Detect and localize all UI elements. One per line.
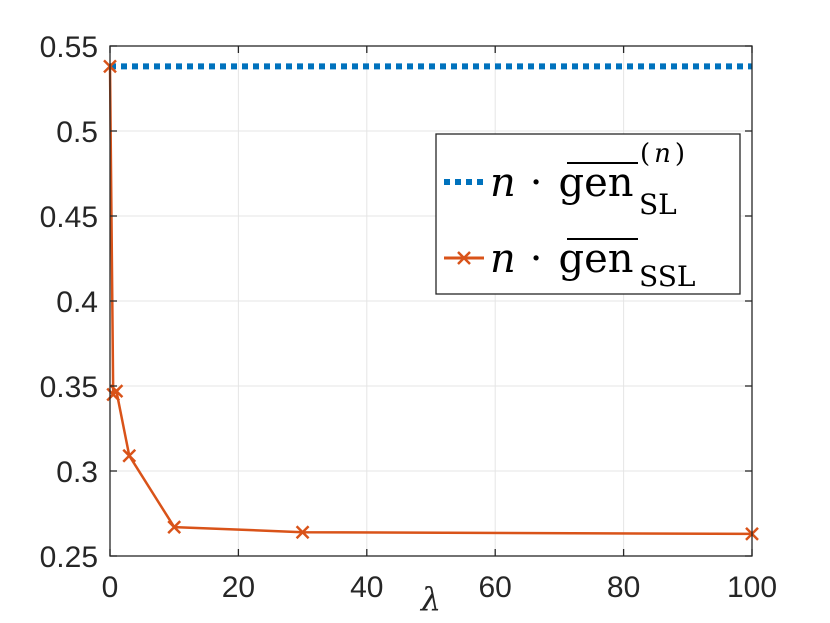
legend-sub-sl: SL [639, 188, 677, 221]
legend-sup-sl: ( n ) [640, 139, 685, 169]
x-axis-label: λ [419, 580, 441, 618]
x-tick-label: 80 [607, 571, 640, 604]
legend-label-sl: n · gen [490, 160, 634, 206]
y-tick-label: 0.5 [56, 116, 98, 149]
series-layer [103, 59, 759, 541]
data-point [295, 525, 310, 540]
data-point [109, 384, 124, 398]
y-tick-label: 0.35 [40, 371, 98, 404]
legend-entry-sl: n · gen SL ( n ) [444, 139, 685, 221]
tick-layer: 0 20 40 60 80 100 0.25 0.3 0.35 0.4 0.45 0.5 0.55 [40, 31, 777, 604]
y-tick-label: 0.55 [40, 31, 98, 64]
legend-entry-ssl: n · gen SSL [444, 236, 695, 293]
y-tick-label: 0.4 [56, 286, 98, 319]
x-tick-label: 0 [102, 571, 119, 604]
y-tick-label: 0.3 [56, 456, 98, 489]
legend: n · gen SL ( n ) n · gen [435, 133, 741, 295]
legend-label-ssl: n · gen [490, 236, 634, 282]
y-tick-label: 0.25 [40, 541, 98, 574]
data-point [167, 520, 182, 534]
legend-sub-ssl: SSL [639, 260, 695, 293]
x-tick-label: 20 [222, 571, 255, 604]
legend-marker-ssl [457, 251, 471, 265]
legend-box [435, 133, 741, 295]
x-tick-label: 100 [727, 571, 777, 604]
y-tick-label: 0.45 [40, 201, 98, 234]
x-tick-label: 40 [350, 571, 383, 604]
data-point [122, 448, 137, 463]
x-tick-label: 60 [479, 571, 512, 604]
